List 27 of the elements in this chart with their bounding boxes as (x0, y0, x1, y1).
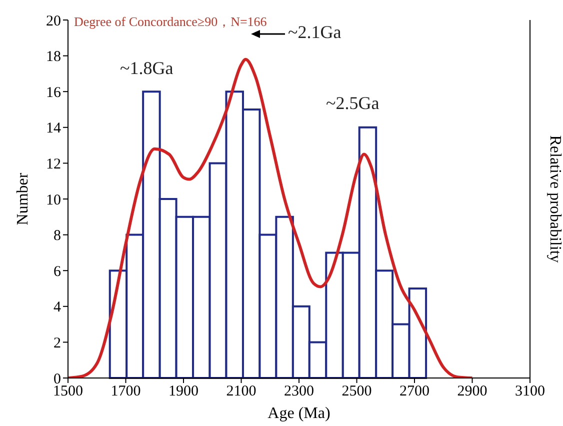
y-axis-title: Number (14, 172, 32, 226)
y-tick-label: 18 (46, 49, 61, 66)
y-tick-label: 4 (54, 300, 62, 316)
annotation: ~1.8Ga (120, 58, 174, 79)
x-tick-label: 2500 (342, 384, 372, 400)
y-tick-label: 20 (46, 13, 61, 30)
annotation: ~2.1Ga (288, 22, 342, 43)
y-tick-label: 8 (54, 228, 61, 244)
y-tick-label: 2 (54, 336, 61, 352)
y-tick-label: 14 (46, 120, 62, 137)
x-tick-label: 2700 (400, 384, 430, 400)
x-tick-label: 2100 (226, 384, 256, 400)
x-tick-label: 2900 (457, 384, 488, 400)
x-tick-label: 3100 (515, 384, 545, 400)
y-tick-label: 12 (46, 156, 61, 173)
annotation: ~2.5Ga (326, 93, 380, 114)
x-tick-label: 1700 (110, 384, 141, 400)
y2-axis-title: Relative probability (546, 135, 563, 263)
y-tick-label: 10 (46, 192, 61, 208)
x-axis-title: Age (Ma) (268, 405, 330, 422)
x-tick-label: 1900 (168, 384, 198, 400)
line-series (68, 58, 474, 378)
y-tick-label: 16 (46, 84, 62, 101)
x-tick-label: 1500 (53, 384, 83, 400)
x-tick-label: 2300 (284, 384, 314, 400)
annotation: Degree of Concordance≥90，N=166 (74, 13, 267, 31)
y-tick-label: 6 (54, 264, 62, 280)
